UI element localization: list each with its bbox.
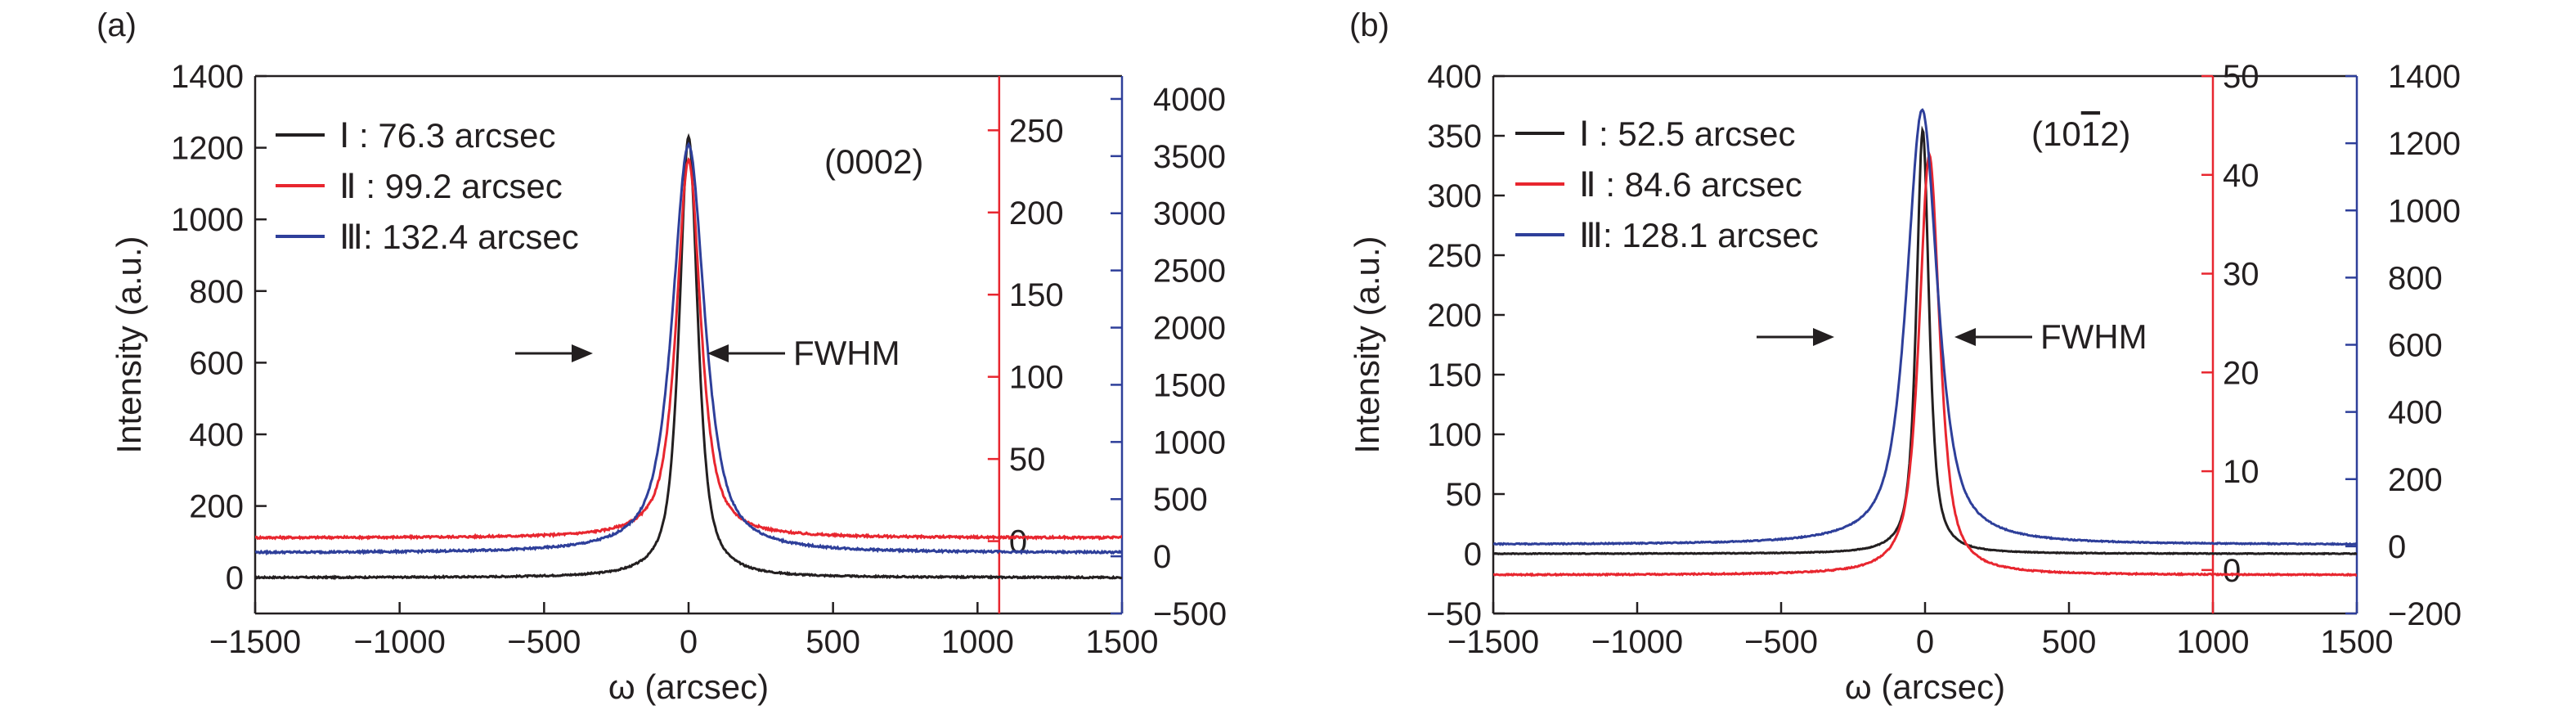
blue-y-tick-label: 0 xyxy=(1153,539,1171,575)
x-tick-label: 500 xyxy=(2042,624,2097,660)
left-y-tick-label: 1400 xyxy=(171,59,244,95)
legend-label: Ⅱ : 99.2 arcsec xyxy=(339,167,563,205)
fwhm-left-arrow-head xyxy=(572,344,593,362)
x-tick-label: −1500 xyxy=(1447,624,1539,660)
left-y-tick-label: 0 xyxy=(1464,537,1482,573)
legend-label: Ⅱ : 84.6 arcsec xyxy=(1579,165,1802,204)
blue-y-tick-label: 2000 xyxy=(1153,311,1226,347)
blue-y-tick-label: 400 xyxy=(2388,395,2443,431)
legend-label: Ⅲ: 132.4 arcsec xyxy=(339,218,579,256)
red-y-tick-label: 0 xyxy=(2223,553,2241,589)
panel-label: (a) xyxy=(96,7,137,43)
legend-label: Ⅲ: 128.1 arcsec xyxy=(1579,216,1819,254)
x-tick-label: 1500 xyxy=(2321,624,2394,660)
left-y-tick-label: 350 xyxy=(1427,119,1482,155)
series-line-1 xyxy=(1493,125,2357,556)
red-y-tick-label: 200 xyxy=(1009,195,1064,231)
blue-y-tick-label: 1200 xyxy=(2388,126,2461,162)
left-y-tick-label: 400 xyxy=(189,417,244,453)
legend-label: Ⅰ : 76.3 arcsec xyxy=(339,116,556,155)
blue-y-tick-label: 4000 xyxy=(1153,82,1226,118)
red-y-tick-label: 150 xyxy=(1009,277,1064,313)
legend-label: Ⅰ : 52.5 arcsec xyxy=(1579,115,1796,153)
blue-y-tick-label: 1400 xyxy=(2388,59,2461,95)
blue-y-tick-label: −200 xyxy=(2388,596,2462,632)
x-tick-label: −500 xyxy=(1744,624,1818,660)
red-y-tick-label: 0 xyxy=(1009,524,1027,560)
x-tick-label: 500 xyxy=(806,624,860,660)
x-tick-label: 1000 xyxy=(941,624,1014,660)
blue-y-tick-label: 2500 xyxy=(1153,254,1226,290)
fwhm-left-arrow-head xyxy=(1813,328,1834,346)
left-y-tick-label: 250 xyxy=(1427,238,1482,274)
blue-y-tick-label: −500 xyxy=(1153,596,1227,632)
left-y-tick-label: 200 xyxy=(189,489,244,525)
left-y-tick-label: 400 xyxy=(1427,59,1482,95)
blue-y-tick-label: 1500 xyxy=(1153,367,1226,403)
x-tick-label: 0 xyxy=(1916,624,1934,660)
x-tick-label: −1500 xyxy=(209,624,301,660)
red-y-tick-label: 30 xyxy=(2223,257,2260,293)
red-y-tick-label: 10 xyxy=(2223,454,2260,490)
x-tick-label: 1500 xyxy=(1086,624,1159,660)
blue-y-tick-label: 3500 xyxy=(1153,139,1226,175)
y-axis-title: Intensity (a.u.) xyxy=(110,236,148,453)
left-y-tick-label: 100 xyxy=(1427,417,1482,453)
left-y-tick-label: 150 xyxy=(1427,357,1482,393)
left-y-tick-label: −50 xyxy=(1426,596,1482,632)
left-y-tick-label: 1000 xyxy=(171,202,244,238)
series-line-1 xyxy=(255,133,1122,581)
x-tick-label: −1000 xyxy=(353,624,445,660)
red-y-tick-label: 100 xyxy=(1009,360,1064,396)
left-y-tick-label: 50 xyxy=(1446,477,1483,513)
red-y-tick-label: 50 xyxy=(2223,59,2260,95)
left-y-tick-label: 800 xyxy=(189,274,244,310)
x-axis-title: ω (arcsec) xyxy=(608,667,769,706)
fwhm-label: FWHM xyxy=(2040,317,2147,356)
panel-label: (b) xyxy=(1349,7,1389,43)
fwhm-right-arrow-head xyxy=(707,344,729,362)
red-y-tick-label: 20 xyxy=(2223,355,2260,391)
series-line-2 xyxy=(1493,151,2357,577)
series-line-2 xyxy=(255,157,1122,541)
reflection-label: (1012) xyxy=(2031,115,2130,153)
reflection-label: (0002) xyxy=(824,142,923,181)
blue-y-tick-label: 3000 xyxy=(1153,196,1226,232)
left-y-tick-label: 1200 xyxy=(171,131,244,167)
left-y-tick-label: 300 xyxy=(1427,178,1482,214)
series-line-3 xyxy=(255,142,1122,556)
left-y-tick-label: 200 xyxy=(1427,298,1482,334)
blue-y-tick-label: 1000 xyxy=(2388,193,2461,229)
x-tick-label: 0 xyxy=(680,624,698,660)
blue-y-tick-label: 800 xyxy=(2388,260,2443,296)
y-axis-title: Intensity (a.u.) xyxy=(1348,236,1386,453)
x-tick-label: −500 xyxy=(507,624,581,660)
red-y-tick-label: 40 xyxy=(2223,158,2260,194)
blue-y-tick-label: 0 xyxy=(2388,529,2406,565)
x-tick-label: 1000 xyxy=(2177,624,2250,660)
blue-y-tick-label: 1000 xyxy=(1153,425,1226,461)
red-y-tick-label: 50 xyxy=(1009,442,1046,478)
blue-y-tick-label: 500 xyxy=(1153,482,1208,518)
blue-y-tick-label: 600 xyxy=(2388,328,2443,364)
left-y-tick-label: 600 xyxy=(189,345,244,381)
x-axis-title: ω (arcsec) xyxy=(1845,667,2005,706)
red-y-tick-label: 250 xyxy=(1009,113,1064,149)
fwhm-right-arrow-head xyxy=(1954,328,1976,346)
series-line-3 xyxy=(1493,108,2357,546)
blue-y-tick-label: 200 xyxy=(2388,462,2443,498)
x-tick-label: −1000 xyxy=(1591,624,1683,660)
left-y-tick-label: 0 xyxy=(226,560,244,596)
fwhm-label: FWHM xyxy=(793,334,900,372)
